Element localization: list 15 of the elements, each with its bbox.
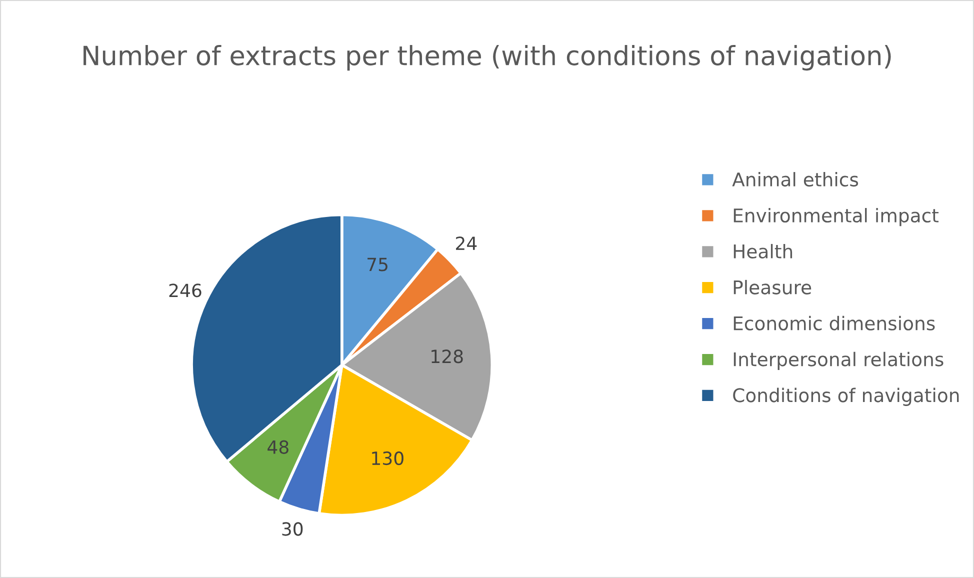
legend-label: Health — [734, 244, 792, 258]
data-label: 30 — [282, 522, 303, 536]
data-label: 24 — [456, 236, 477, 250]
legend-label: Animal ethics — [732, 172, 858, 187]
legend-label: Interpersonal relations — [734, 352, 944, 370]
legend-label: Pleasure — [734, 280, 812, 294]
chart-title: Number of extracts per theme (with conditions of navigation) — [84, 45, 891, 71]
data-label: 48 — [268, 440, 288, 454]
data-label: 75 — [368, 258, 388, 272]
data-label: 246 — [169, 284, 202, 298]
data-label: 130 — [372, 451, 404, 466]
legend-label: Environmental impact — [734, 208, 939, 226]
legend-label: Conditions of navigation — [733, 388, 959, 406]
data-label: 128 — [432, 350, 463, 364]
legend-label: Economic dimensions — [734, 316, 935, 330]
